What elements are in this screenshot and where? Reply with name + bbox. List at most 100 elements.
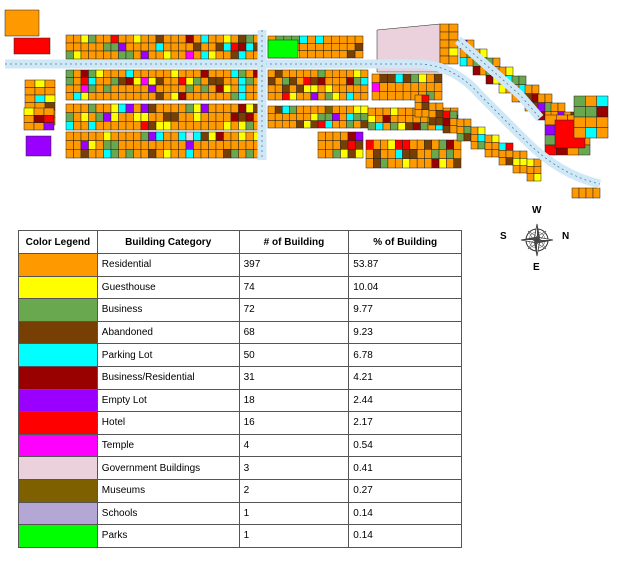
parcel xyxy=(140,34,149,44)
parcel xyxy=(133,103,142,113)
parcel xyxy=(332,120,340,129)
parcel xyxy=(339,35,348,44)
parcel xyxy=(395,91,404,101)
parcel xyxy=(380,139,389,150)
parcel xyxy=(557,102,566,112)
parcel xyxy=(267,77,276,86)
legend-color-swatch xyxy=(18,365,98,390)
parcel xyxy=(88,149,97,159)
legend-count-cell: 4 xyxy=(238,433,350,458)
parcel xyxy=(387,73,396,83)
parcel xyxy=(267,113,276,121)
parcel xyxy=(193,103,202,113)
parcel xyxy=(379,73,388,83)
parcel xyxy=(596,106,609,118)
parcel xyxy=(439,55,450,65)
parcel xyxy=(133,140,142,150)
parcel xyxy=(34,87,46,96)
parcel xyxy=(505,157,514,166)
parcel xyxy=(395,82,404,92)
parcel xyxy=(397,107,406,116)
legend-count-cell: 1 xyxy=(238,501,350,526)
legend-count-cell: 68 xyxy=(238,320,350,345)
parcel xyxy=(379,91,388,101)
parcel xyxy=(193,131,202,141)
parcel xyxy=(33,107,45,116)
parcel xyxy=(163,131,172,141)
parcel xyxy=(463,118,472,127)
parcel xyxy=(245,50,254,60)
legend-count-cell: 74 xyxy=(238,275,350,300)
parcel xyxy=(125,69,134,78)
parcel xyxy=(439,31,450,41)
parcel xyxy=(185,131,194,141)
parcel xyxy=(307,43,316,51)
parcel xyxy=(33,115,45,123)
parcel xyxy=(215,149,224,159)
parcel xyxy=(299,43,308,51)
parcel xyxy=(223,140,232,150)
parcel xyxy=(170,42,179,52)
parcel xyxy=(537,102,546,112)
parcel xyxy=(73,112,82,122)
parcel xyxy=(163,42,172,52)
parcel xyxy=(402,158,411,169)
parcel xyxy=(245,112,254,122)
parcel xyxy=(375,107,384,116)
parcel xyxy=(395,73,404,83)
parcel xyxy=(170,50,179,60)
parcel xyxy=(416,158,425,169)
legend-category-cell: Temple xyxy=(96,433,240,458)
parcel xyxy=(133,131,142,141)
parcel xyxy=(215,34,224,44)
parcel xyxy=(387,82,396,92)
parcel xyxy=(230,112,239,122)
parcel xyxy=(397,122,406,131)
parcel xyxy=(148,84,157,93)
parcel xyxy=(133,121,142,131)
parcel xyxy=(414,94,423,103)
parcel xyxy=(424,139,433,150)
parcel xyxy=(148,121,157,131)
parcel xyxy=(596,95,609,107)
parcel xyxy=(185,149,194,159)
parcel xyxy=(409,149,418,159)
parcel xyxy=(531,84,540,94)
parcel xyxy=(303,113,312,121)
parcel xyxy=(448,31,459,41)
parcel xyxy=(355,140,364,150)
parcel xyxy=(65,77,74,86)
parcel xyxy=(245,121,254,131)
parcel xyxy=(346,120,354,129)
parcel xyxy=(375,122,384,131)
legend-percent-cell: 0.14 xyxy=(348,501,462,526)
parcel xyxy=(332,69,340,78)
legend-color-swatch xyxy=(18,298,98,322)
parcel xyxy=(80,50,89,60)
parcel xyxy=(402,73,412,83)
parcel xyxy=(360,113,369,121)
legend-row: Temple 4 0.54 xyxy=(18,433,462,458)
parcel xyxy=(178,77,187,86)
parcel xyxy=(185,77,194,86)
parcel xyxy=(544,124,557,136)
parcel xyxy=(353,92,362,101)
parcel xyxy=(200,84,209,93)
parcel xyxy=(360,69,369,78)
parcel xyxy=(44,94,56,103)
parcel xyxy=(80,131,89,141)
parcel xyxy=(431,158,440,169)
parcel xyxy=(355,149,364,159)
parcel xyxy=(65,84,74,93)
parcel xyxy=(346,69,354,78)
parcel xyxy=(405,115,414,123)
parcel xyxy=(439,39,450,49)
parcel xyxy=(34,94,46,103)
parcel xyxy=(230,69,239,78)
parcel xyxy=(331,35,340,44)
legend-color-swatch xyxy=(18,343,98,367)
parcel xyxy=(110,103,119,113)
parcel xyxy=(380,149,389,159)
parcel xyxy=(402,139,411,150)
parcel xyxy=(103,50,112,60)
